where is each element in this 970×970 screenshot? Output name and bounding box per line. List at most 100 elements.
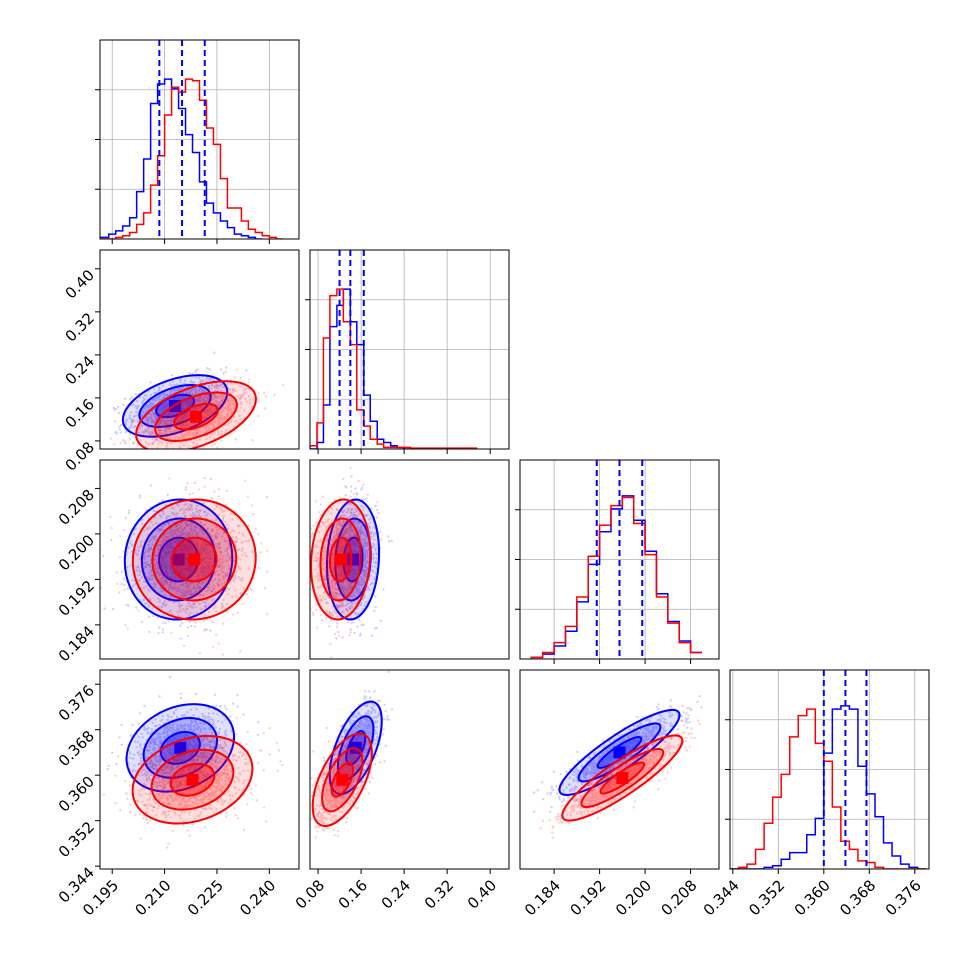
scatter-point xyxy=(158,422,161,425)
scatter-point xyxy=(184,544,187,547)
scatter-point xyxy=(127,427,130,430)
scatter-point xyxy=(175,503,179,506)
scatter-point xyxy=(201,546,204,549)
scatter-point xyxy=(198,593,201,596)
scatter-point xyxy=(183,379,187,382)
scatter-point xyxy=(146,431,150,434)
scatter-point xyxy=(178,509,182,512)
histogram-step-series_b xyxy=(530,496,702,659)
scatter-point xyxy=(133,441,136,444)
scatter-point xyxy=(204,399,208,402)
scatter-point xyxy=(181,424,184,427)
scatter-point xyxy=(366,493,369,497)
marginal-y-ticks xyxy=(95,89,100,190)
scatter-point xyxy=(179,637,182,640)
scatter-point xyxy=(344,494,347,497)
scatter-point xyxy=(162,456,164,458)
scatter-point xyxy=(169,422,173,425)
scatter-point xyxy=(227,414,230,417)
scatter-point xyxy=(307,619,309,621)
scatter-point xyxy=(158,432,161,435)
scatter-point xyxy=(243,388,246,392)
scatter-point xyxy=(175,412,178,415)
scatter-point xyxy=(179,572,182,575)
scatter-point xyxy=(189,401,192,405)
scatter-point xyxy=(205,590,208,593)
scatter-point xyxy=(370,634,374,637)
scatter-point xyxy=(175,388,178,392)
scatter-point xyxy=(205,514,208,517)
scatter-point xyxy=(349,466,352,469)
scatter-point xyxy=(185,403,188,407)
scatter-point xyxy=(161,403,164,406)
scatter-point xyxy=(173,451,175,453)
scatter-point xyxy=(236,524,240,528)
scatter-point xyxy=(184,488,187,491)
scatter-point xyxy=(152,535,156,539)
scatter-point xyxy=(167,515,170,518)
scatter-point xyxy=(155,415,159,419)
scatter-point xyxy=(359,632,362,636)
scatter-point xyxy=(144,428,147,431)
scatter-point xyxy=(228,409,232,412)
scatter-point xyxy=(147,454,149,456)
scatter-point xyxy=(162,403,165,406)
scatter-point xyxy=(166,394,169,397)
scatter-point xyxy=(212,424,215,427)
scatter-point xyxy=(204,546,208,549)
scatter-point xyxy=(207,384,211,388)
scatter-point xyxy=(127,511,131,515)
scatter-point xyxy=(208,407,211,411)
scatter-point xyxy=(184,591,187,594)
scatter-point xyxy=(148,577,151,580)
scatter-point xyxy=(156,438,159,441)
scatter-point xyxy=(200,572,204,575)
scatter-point xyxy=(151,437,154,441)
scatter-point xyxy=(157,389,160,392)
scatter-point xyxy=(192,431,195,435)
scatter-point xyxy=(213,351,216,354)
scatter-point xyxy=(304,558,306,560)
scatter-point xyxy=(119,431,123,434)
scatter-point xyxy=(175,568,179,572)
scatter-point xyxy=(202,545,205,549)
scatter-point xyxy=(218,401,221,404)
scatter-point xyxy=(263,587,267,590)
scatter-point xyxy=(161,549,165,552)
scatter-point xyxy=(184,401,187,405)
scatter-point xyxy=(136,414,139,417)
scatter-point xyxy=(160,528,164,531)
scatter-point xyxy=(212,378,215,382)
scatter-point xyxy=(136,553,139,556)
scatter-point xyxy=(134,425,137,428)
scatter-point xyxy=(190,390,193,393)
scatter-point xyxy=(217,642,220,645)
scatter-point xyxy=(145,565,148,568)
scatter-point xyxy=(144,441,148,444)
scatter-point xyxy=(220,439,223,442)
scatter-point xyxy=(189,398,192,402)
scatter-point xyxy=(211,373,214,377)
scatter-point xyxy=(191,393,194,396)
scatter-point xyxy=(226,407,229,411)
scatter-point xyxy=(218,565,222,569)
scatter-point xyxy=(175,549,179,552)
scatter-point xyxy=(111,607,115,611)
scatter-point xyxy=(164,407,167,410)
scatter-point xyxy=(238,397,241,400)
scatter-point xyxy=(214,386,217,389)
scatter-point xyxy=(168,413,172,417)
marginal-histogram-1 xyxy=(310,250,509,449)
scatter-point xyxy=(139,439,142,442)
scatter-point xyxy=(198,397,201,401)
scatter-point xyxy=(231,410,234,413)
scatter-point xyxy=(197,573,200,576)
scatter-point xyxy=(171,535,174,538)
scatter-point xyxy=(148,430,151,433)
scatter-point xyxy=(184,485,188,489)
scatter-point xyxy=(180,542,183,546)
scatter-point xyxy=(147,555,150,558)
scatter-point xyxy=(173,587,176,590)
scatter-point xyxy=(148,598,152,601)
scatter-point xyxy=(206,396,209,399)
